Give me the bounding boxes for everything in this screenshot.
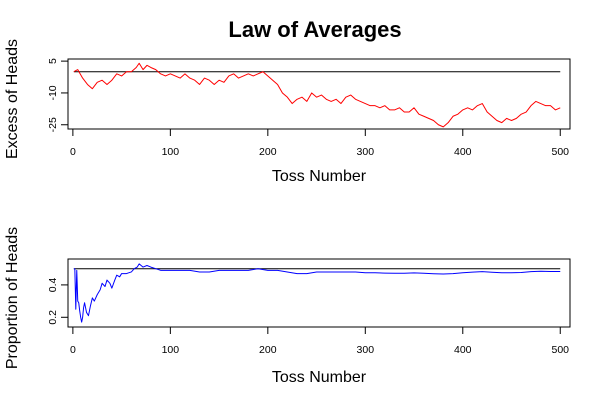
x-tick-label: 100 [162, 344, 180, 356]
y-axis-label: Excess of Heads [4, 39, 21, 159]
series-line [73, 263, 561, 323]
figure-title: Law of Averages [228, 17, 401, 42]
y-tick-label: -10 [47, 85, 59, 100]
proportion-of-heads-chart: 0 100 200 300 400 500 0.2 0.4 Toss Number Proport… [4, 227, 571, 386]
x-tick-label: 500 [551, 146, 569, 158]
y-axis-label: Proportion of Heads [4, 227, 21, 369]
x-tick-label: 400 [454, 344, 472, 356]
plot-frame [67, 58, 571, 130]
x-tick-label: 100 [162, 146, 180, 158]
series-line [73, 62, 561, 128]
x-axis-label: Toss Number [272, 369, 367, 386]
y-tick-label: 5 [47, 58, 59, 64]
x-axis-label: Toss Number [272, 168, 367, 185]
x-tick-label: 500 [551, 344, 569, 356]
y-tick-label: -25 [47, 117, 59, 132]
y-tick-label: 0.4 [47, 277, 59, 292]
x-tick-label: 300 [357, 146, 375, 158]
excess-of-heads-chart: 0 100 200 300 400 500 5 -10 -25 Toss Number Excess… [4, 39, 571, 185]
x-tick-label: 400 [454, 146, 472, 158]
x-tick-label: 0 [70, 344, 76, 356]
x-tick-label: 200 [259, 146, 277, 158]
plot-frame [67, 258, 571, 328]
x-tick-label: 0 [70, 146, 76, 158]
y-tick-label: 0.2 [47, 310, 59, 325]
x-tick-label: 300 [357, 344, 375, 356]
x-tick-label: 200 [259, 344, 277, 356]
